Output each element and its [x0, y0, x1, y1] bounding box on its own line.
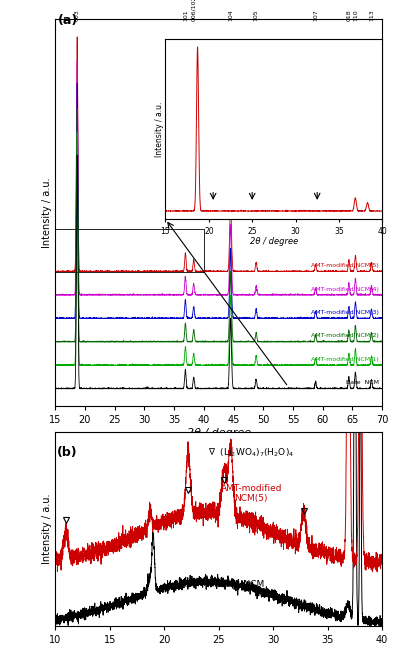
X-axis label: 2θ / degree: 2θ / degree: [187, 428, 251, 438]
Text: Bare  NCM: Bare NCM: [217, 580, 264, 589]
Text: 003: 003: [74, 9, 80, 21]
Text: 110: 110: [353, 9, 358, 21]
Text: AMT-modified NCM(1): AMT-modified NCM(1): [312, 357, 379, 362]
Text: Bare  NCM: Bare NCM: [346, 381, 379, 385]
Text: $\nabla$  (Li$_2$WO$_4$)$_7$(H$_2$O)$_4$: $\nabla$ (Li$_2$WO$_4$)$_7$(H$_2$O)$_4$: [208, 446, 294, 459]
Bar: [55, 230, 204, 272]
Text: 018: 018: [346, 9, 351, 21]
Text: AMT-modified NCM(3): AMT-modified NCM(3): [311, 310, 379, 315]
Y-axis label: Intensity / a.u.: Intensity / a.u.: [155, 101, 164, 157]
Text: 105: 105: [254, 9, 258, 21]
Text: AMT-modified NCM(5): AMT-modified NCM(5): [312, 263, 379, 268]
Y-axis label: Intensity / a.u.: Intensity / a.u.: [43, 177, 52, 248]
Text: 113: 113: [369, 9, 374, 21]
Text: AMT-modified NCM(4): AMT-modified NCM(4): [311, 286, 379, 292]
Text: AMT-modified
NCM(5): AMT-modified NCM(5): [221, 484, 282, 503]
Text: (a): (a): [58, 14, 78, 27]
Text: AMT-modified NCM(2): AMT-modified NCM(2): [311, 333, 379, 339]
Text: 006/102: 006/102: [191, 0, 196, 21]
X-axis label: 2θ / degree: 2θ / degree: [250, 237, 298, 246]
Text: (b): (b): [58, 446, 78, 459]
Y-axis label: Intensity / a.u.: Intensity / a.u.: [43, 493, 52, 564]
Text: 107: 107: [313, 9, 318, 21]
Text: 101: 101: [183, 9, 188, 21]
Text: 104: 104: [228, 9, 233, 21]
